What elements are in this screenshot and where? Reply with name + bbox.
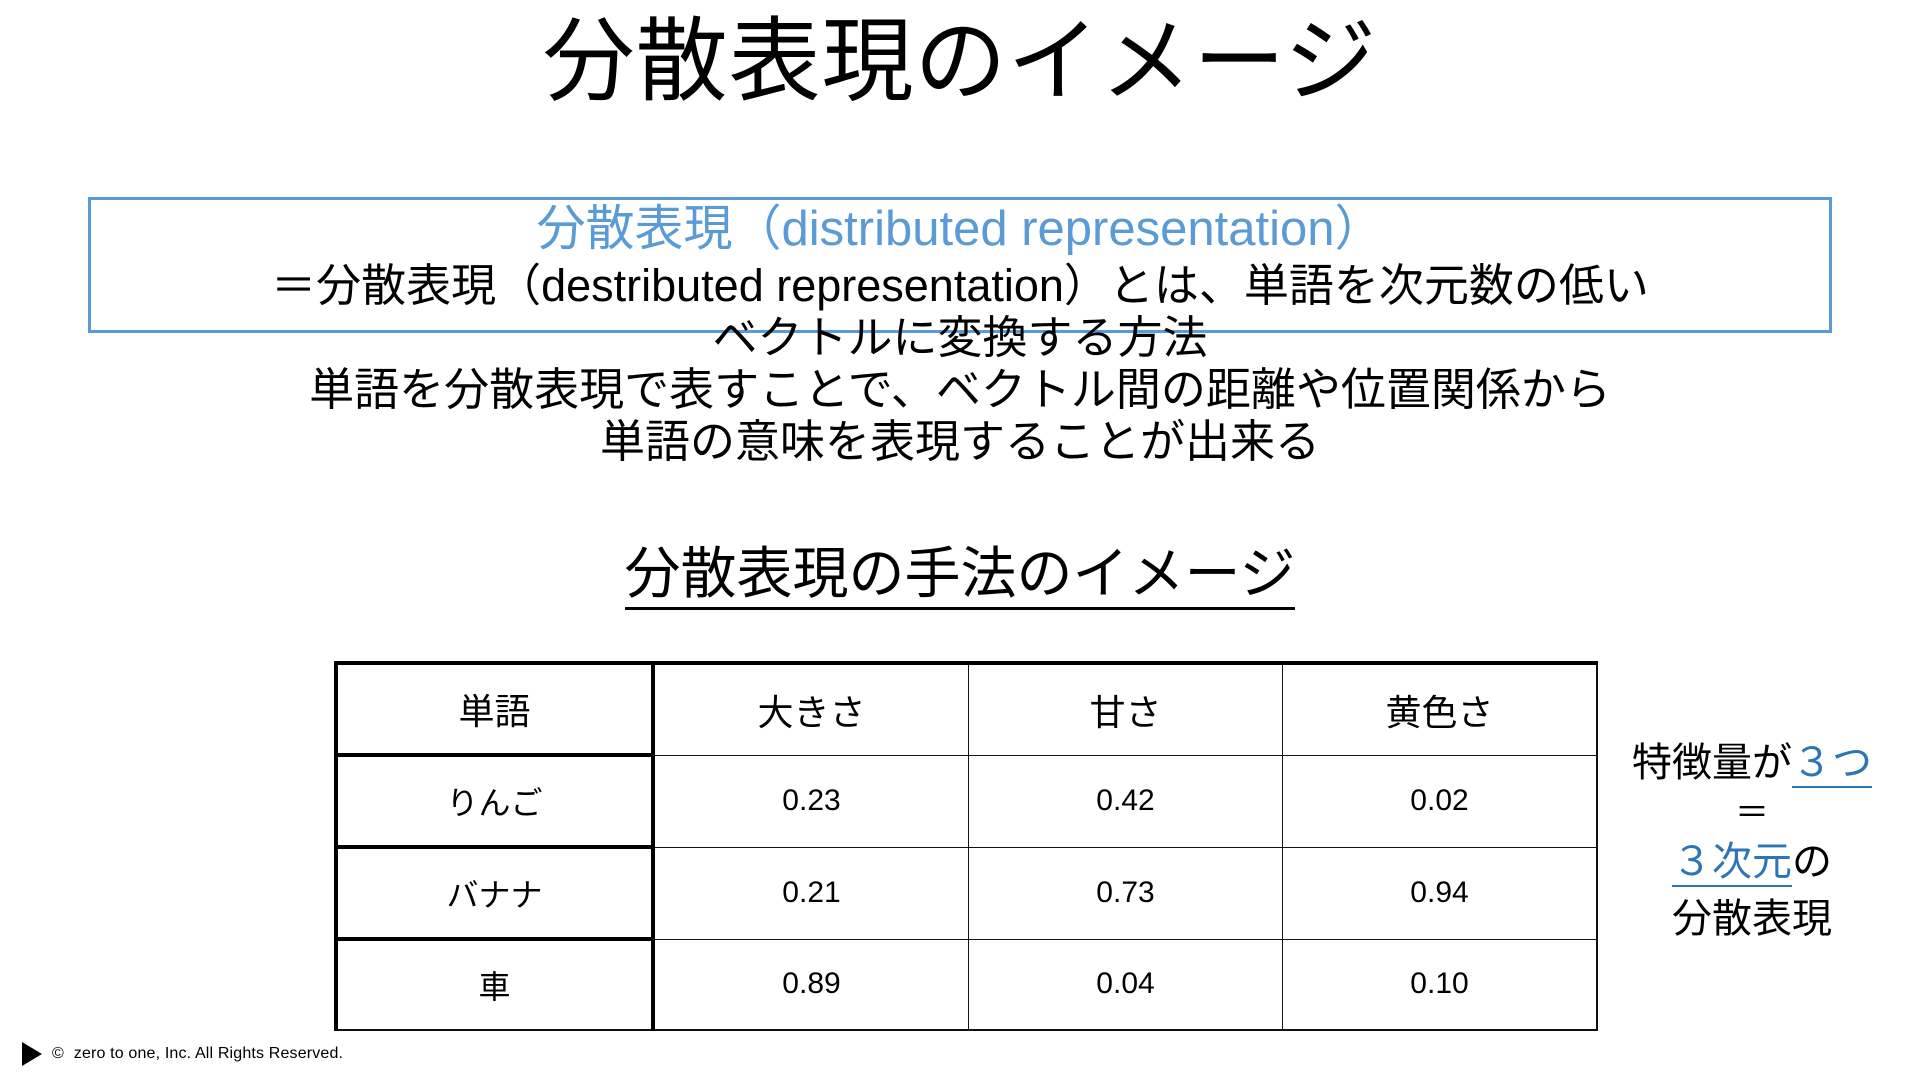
- table-cell-size: 0.23: [652, 754, 969, 848]
- annotation-line-2: ３次元の: [1592, 834, 1912, 891]
- definition-box: [88, 197, 1832, 333]
- annotation-line-3: 分散表現: [1672, 897, 1832, 942]
- footer: © zero to one, Inc. All Rights Reserved.: [22, 1042, 343, 1066]
- table-cell-word: りんご: [334, 753, 655, 849]
- table-cell-sweetness: 0.73: [968, 846, 1283, 940]
- table-cell-yellowness: 0.10: [1282, 938, 1598, 1031]
- page-title: 分散表現のイメージ: [542, 11, 1378, 113]
- section-subheading: 分散表現の手法のイメージ: [0, 540, 1920, 610]
- definition-box-content: 分散表現（distributed representation） ＝分散表現（d…: [88, 200, 1832, 469]
- table-cell-size: 0.21: [652, 846, 969, 940]
- table-cell-yellowness: 0.02: [1282, 754, 1598, 848]
- copyright-text: zero to one, Inc. All Rights Reserved.: [73, 1045, 344, 1062]
- annotation-line-2-suffix: の: [1792, 840, 1832, 885]
- definition-line-4: 単語の意味を表現することが出来る: [599, 416, 1320, 468]
- annotation-line-1: 特徴量が３つ: [1592, 735, 1912, 792]
- play-triangle-icon: [22, 1042, 42, 1066]
- feature-table: 単語 大きさ 甘さ 黄色さ りんご 0.23 0.42 0.02 バナナ 0.2…: [334, 661, 1598, 1031]
- annotation-line-1-highlight: ３つ: [1792, 741, 1872, 788]
- annotation-line-1-prefix: 特徴量が: [1632, 741, 1792, 785]
- table-row: りんご 0.23 0.42 0.02: [334, 753, 1598, 849]
- copyright-icon: ©: [52, 1045, 64, 1062]
- table-cell-sweetness: 0.42: [968, 754, 1283, 848]
- definition-heading: 分散表現（distributed representation）: [536, 202, 1384, 256]
- table-header-yellowness: 黄色さ: [1282, 661, 1598, 756]
- dimension-annotation: 特徴量が３つ ＝ ３次元の 分散表現: [1592, 735, 1912, 948]
- table-header-word: 単語: [334, 661, 655, 757]
- table-cell-sweetness: 0.04: [968, 938, 1283, 1031]
- table-header-size: 大きさ: [652, 661, 969, 756]
- table-cell-yellowness: 0.94: [1282, 846, 1598, 940]
- table-row: 車 0.89 0.04 0.10: [334, 937, 1598, 1031]
- table-cell-word: バナナ: [334, 845, 655, 941]
- definition-line-3: 単語を分散表現で表すことで、ベクトル間の距離や位置関係から: [309, 364, 1611, 416]
- definition-line-1: ＝分散表現（destributed representation）とは、単語を次…: [271, 259, 1649, 311]
- table-header-row: 単語 大きさ 甘さ 黄色さ: [334, 661, 1598, 757]
- table-header-sweetness: 甘さ: [968, 661, 1283, 756]
- definition-line-2: ベクトルに変換する方法: [712, 311, 1208, 363]
- table-cell-size: 0.89: [652, 938, 969, 1031]
- table-cell-word: 車: [334, 937, 655, 1031]
- annotation-equals: ＝: [1735, 793, 1769, 832]
- table-row: バナナ 0.21 0.73 0.94: [334, 845, 1598, 941]
- section-subheading-text: 分散表現の手法のイメージ: [624, 542, 1296, 610]
- annotation-line-2-highlight: ３次元: [1672, 840, 1792, 888]
